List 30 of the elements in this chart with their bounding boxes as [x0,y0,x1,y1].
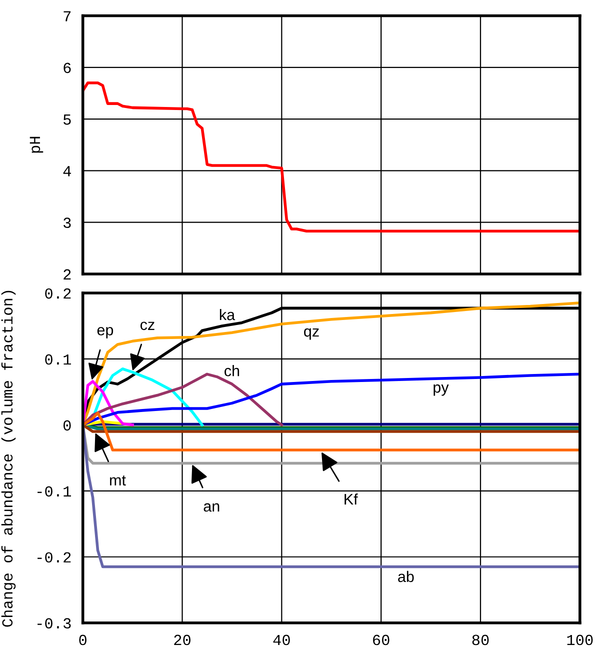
y-tick-label: 0.1 [45,354,71,365]
y-tick-label: 0.2 [45,288,71,299]
x-tick-label: 60 [373,634,390,646]
annotation: Kf [344,494,358,505]
y-tick-label: 4 [63,166,71,176]
annotation: an [204,503,220,512]
y-axis-title: pH [30,136,44,153]
x-tick-label: 100 [567,634,593,646]
y-tick-label: 2 [64,269,71,280]
series-label: ch [224,365,240,376]
series-label: ab [398,570,414,582]
y-tick-label: -0.1 [38,486,71,497]
y-tick-label: 7 [64,11,71,22]
y-tick-label: 3 [64,218,71,228]
y-tick-label: -0.3 [38,618,71,629]
y-tick-label: 6 [64,62,71,74]
x-tick-label: 0 [79,634,86,646]
text: cz [140,322,154,330]
y-tick-label: -0.2 [38,552,71,563]
y-tick-label: 0 [63,420,71,431]
series-label: ka [220,308,236,320]
y-tick-label: 5 [64,114,71,125]
x-tick-label: 20 [174,634,190,646]
text: ep [97,327,114,338]
y-axis-title: Change of abundance (volume fraction) [1,290,16,627]
series-label: py [434,384,449,396]
x-tick-label: 40 [273,634,290,646]
series-label: qz [304,328,319,340]
x-tick-label: 80 [472,634,489,646]
annotation: mt [110,476,126,486]
